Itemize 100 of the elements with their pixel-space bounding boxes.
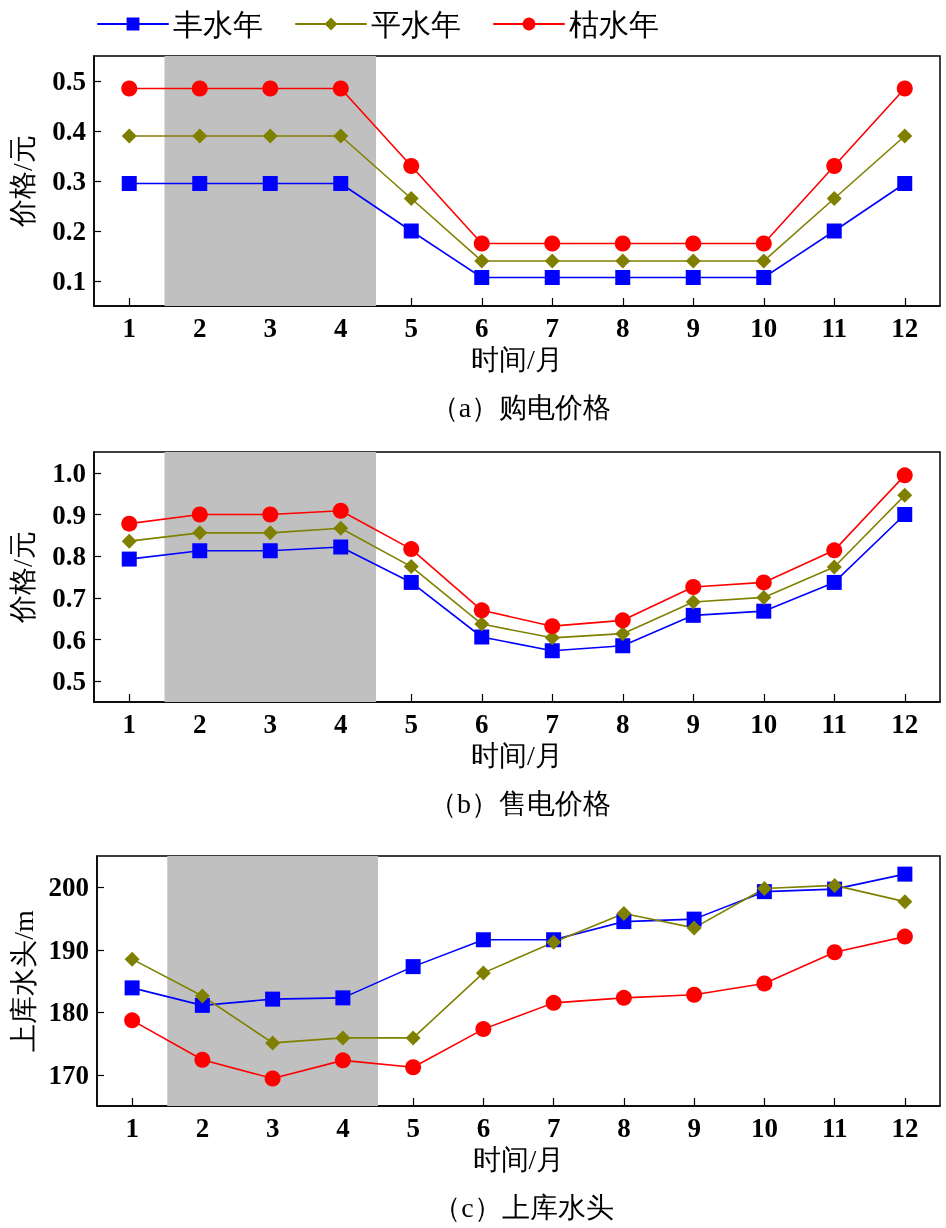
y-tick-label: 0.8 — [52, 541, 86, 572]
point — [755, 574, 772, 591]
point — [262, 176, 278, 191]
point — [614, 612, 631, 629]
point — [614, 235, 631, 252]
point — [616, 906, 632, 921]
point — [403, 223, 419, 239]
x-tick-label: 5 — [406, 1112, 420, 1143]
y-tick-label: 0.2 — [52, 216, 86, 246]
x-tick-label: 5 — [404, 312, 418, 343]
x-tick-label: 12 — [891, 708, 919, 739]
point — [403, 158, 420, 174]
point — [615, 989, 632, 1006]
x-tick-label: 6 — [475, 312, 489, 343]
point — [121, 176, 137, 191]
x-tick-label: 11 — [821, 312, 848, 343]
y-tick-label: 1.0 — [52, 457, 86, 488]
point — [334, 1052, 351, 1069]
point — [826, 191, 842, 206]
x-tick-label: 7 — [546, 1112, 561, 1143]
point — [756, 603, 772, 619]
x-tick-label: 11 — [821, 708, 848, 739]
point — [191, 506, 208, 523]
point — [826, 158, 843, 174]
text: （a）购电价格 — [430, 391, 612, 423]
y-tick-label: 0.1 — [52, 266, 86, 296]
point — [756, 253, 772, 269]
point — [265, 991, 281, 1007]
point — [405, 1030, 421, 1046]
legend-label: 枯水年 — [569, 7, 659, 41]
point — [121, 533, 137, 549]
point — [685, 607, 701, 623]
point — [121, 515, 138, 532]
y-tick-label: 0.4 — [52, 116, 86, 146]
point — [332, 80, 349, 97]
point — [262, 80, 279, 97]
x-tick-label: 12 — [891, 1112, 919, 1143]
y-tick-label: 200 — [48, 872, 89, 903]
point — [121, 80, 138, 97]
point — [124, 1012, 141, 1029]
x-tick-label: 11 — [821, 1112, 848, 1143]
point — [896, 467, 913, 484]
x-tick-label: 8 — [616, 708, 630, 739]
x-tick-label: 4 — [334, 708, 348, 739]
y-tick-label: 0.9 — [52, 499, 86, 530]
point — [262, 543, 278, 559]
x-tick-label: 9 — [686, 708, 700, 739]
point — [686, 920, 702, 936]
x-axis-title: 时间/月 — [472, 1144, 565, 1176]
point — [826, 574, 842, 590]
x-tick-label: 4 — [334, 312, 348, 343]
point — [615, 638, 631, 654]
point — [544, 618, 561, 635]
point — [265, 1035, 281, 1051]
point — [475, 1021, 492, 1038]
x-tick-label: 8 — [616, 312, 630, 343]
point — [474, 253, 490, 269]
x-tick-label: 2 — [195, 1112, 210, 1143]
point — [121, 551, 137, 567]
point — [615, 270, 631, 285]
x-tick-label: 9 — [687, 1112, 701, 1143]
point — [475, 932, 491, 948]
text: （c）上库水头 — [433, 1191, 614, 1223]
point — [827, 877, 843, 893]
point — [685, 579, 702, 595]
point — [897, 487, 913, 503]
point — [333, 176, 349, 191]
point — [264, 1070, 281, 1087]
y-axis-title: 价格/元 — [6, 135, 38, 228]
point — [544, 270, 560, 285]
x-tick-label: 12 — [891, 312, 919, 343]
x-tick-label: 3 — [265, 1112, 280, 1143]
point — [194, 1051, 211, 1068]
x-tick-label: 1 — [125, 1112, 139, 1143]
point — [685, 270, 701, 285]
point — [192, 128, 208, 144]
y-tick-label: 0.5 — [52, 66, 86, 96]
point — [686, 986, 703, 1003]
point — [403, 559, 419, 575]
x-tick-label: 2 — [193, 312, 207, 343]
x-tick-label: 10 — [750, 1112, 778, 1143]
text: （b）售电价格 — [429, 787, 611, 819]
x-tick-label: 2 — [193, 708, 207, 739]
x-tick-label: 3 — [263, 708, 277, 739]
x-axis-title: 时间/月 — [471, 740, 563, 772]
legend-label: 丰水年 — [173, 7, 263, 41]
y-tick-label: 0.7 — [52, 582, 86, 613]
x-axis-title: 时间/月 — [471, 344, 563, 376]
point — [685, 235, 702, 252]
x-tick-label: 5 — [404, 708, 418, 739]
point — [544, 253, 560, 269]
point — [474, 270, 490, 285]
x-tick-label: 1 — [122, 312, 136, 343]
point — [756, 270, 772, 285]
point — [124, 951, 140, 967]
x-tick-label: 4 — [336, 1112, 350, 1143]
y-tick-label: 190 — [48, 934, 89, 965]
point — [474, 629, 490, 645]
point — [403, 191, 419, 206]
point — [332, 502, 349, 519]
